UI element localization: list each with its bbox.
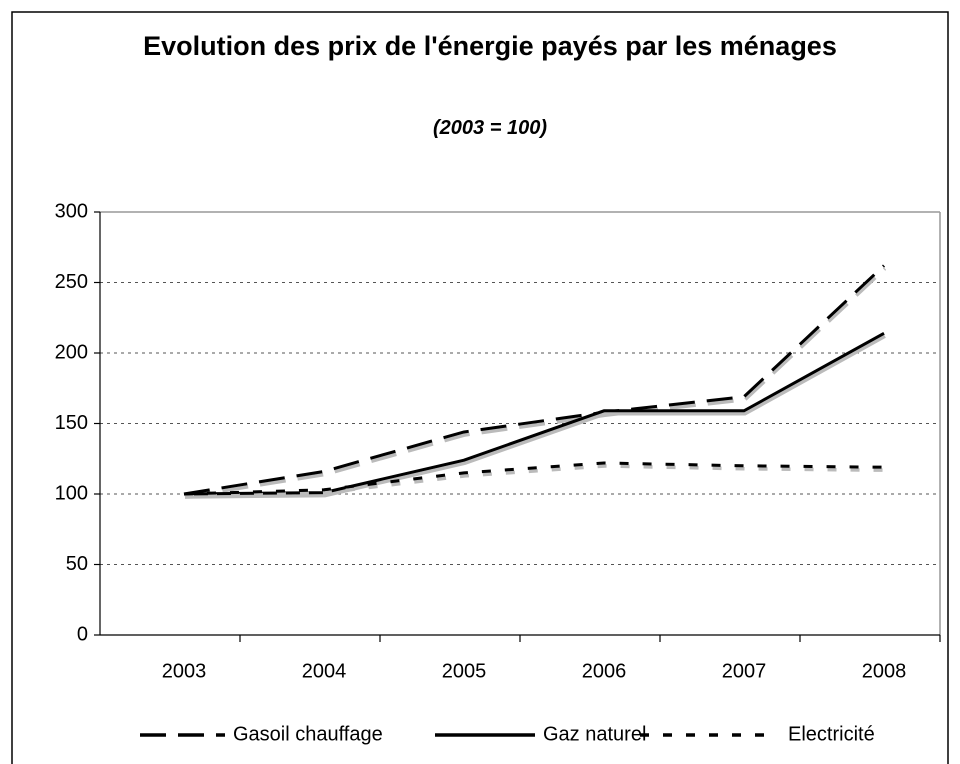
chart-border [11, 11, 949, 764]
legend-label: Gaz naturel [543, 723, 646, 745]
line-shadow [184, 334, 886, 499]
y-tick-label: 200 [55, 341, 88, 363]
line-shadow [184, 267, 887, 499]
chart-title: Evolution des prix de l'énergie payés pa… [143, 31, 837, 61]
y-tick-label: 50 [66, 553, 88, 575]
y-tick-label: 300 [55, 200, 88, 222]
x-tick-label: 2004 [302, 660, 347, 682]
y-tick-label: 250 [55, 271, 88, 293]
series-line [183, 461, 885, 496]
legend-label: Electricité [788, 723, 875, 745]
x-tick-label: 2003 [162, 660, 207, 682]
legend-label: Gasoil chauffage [233, 723, 383, 745]
x-tick-label: 2006 [582, 660, 627, 682]
y-tick-label: 150 [55, 412, 88, 434]
x-tick-label: 2005 [442, 660, 487, 682]
y-tick-label: 0 [77, 623, 88, 645]
y-tick-label: 100 [55, 482, 88, 504]
x-tick-label: 2008 [862, 660, 907, 682]
series-line [183, 264, 886, 496]
line-shadow [184, 464, 886, 499]
x-tick-label: 2007 [722, 660, 767, 682]
chart-subtitle: (2003 = 100) [433, 117, 547, 139]
